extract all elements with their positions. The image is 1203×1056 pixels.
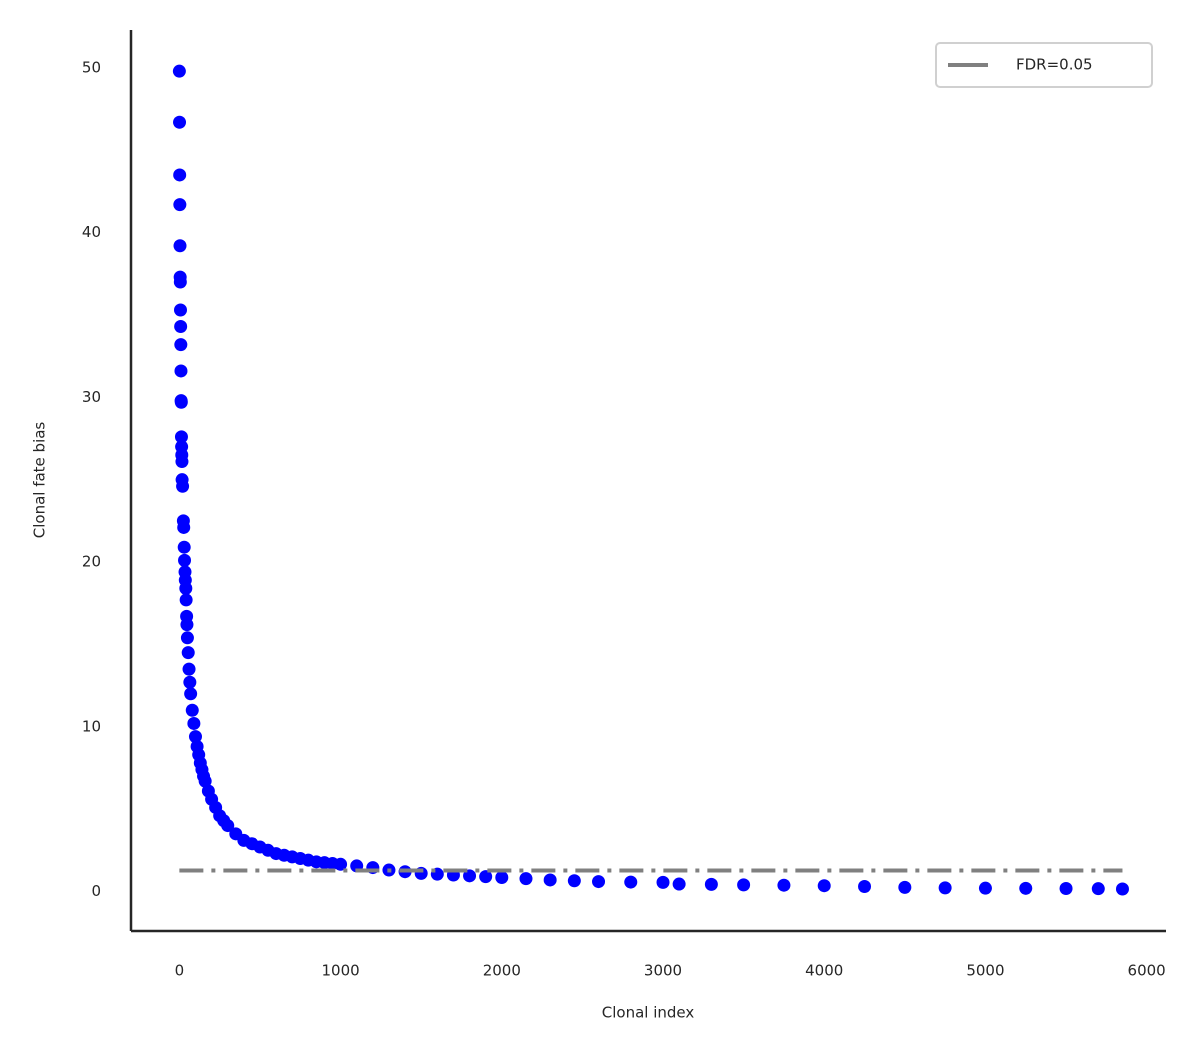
- point: [858, 880, 872, 894]
- point: [777, 878, 791, 892]
- y-tick-label: 10: [82, 717, 101, 735]
- x-axis-label: Clonal index: [602, 1004, 695, 1022]
- y-axis-label: Clonal fate bias: [31, 422, 49, 539]
- legend-label: FDR=0.05: [1016, 56, 1093, 74]
- point: [221, 819, 235, 833]
- point: [1115, 882, 1129, 896]
- point: [176, 479, 190, 493]
- point: [173, 198, 187, 212]
- point: [672, 877, 686, 891]
- x-tick-label: 5000: [966, 962, 1004, 980]
- x-tick-label: 6000: [1128, 962, 1166, 980]
- point: [173, 239, 187, 253]
- point: [185, 703, 199, 717]
- y-tick-label: 30: [82, 388, 101, 406]
- x-tick-label: 0: [175, 962, 185, 980]
- point: [543, 873, 557, 887]
- x-tick-label: 1000: [321, 962, 359, 980]
- x-tick-label: 2000: [483, 962, 521, 980]
- x-tick-label: 3000: [644, 962, 682, 980]
- point: [1091, 882, 1105, 896]
- point: [178, 553, 192, 567]
- legend-box: [935, 42, 1153, 88]
- point: [172, 64, 186, 78]
- y-tick-label: 40: [82, 223, 101, 241]
- point: [173, 303, 187, 317]
- point: [179, 581, 193, 595]
- point: [181, 646, 195, 660]
- point: [180, 618, 194, 632]
- point: [938, 881, 952, 895]
- point: [183, 675, 197, 689]
- point: [704, 877, 718, 891]
- point: [177, 520, 191, 534]
- point: [173, 168, 187, 182]
- point: [519, 872, 533, 886]
- x-tick-label: 4000: [805, 962, 843, 980]
- point: [1019, 881, 1033, 895]
- point: [174, 338, 188, 352]
- point: [174, 319, 188, 333]
- point: [187, 716, 201, 730]
- point: [188, 730, 202, 744]
- y-tick-label: 20: [82, 553, 101, 571]
- point: [179, 593, 193, 607]
- point: [567, 874, 581, 888]
- point: [495, 870, 509, 884]
- point: [180, 631, 194, 645]
- point: [334, 857, 348, 871]
- point: [463, 869, 477, 883]
- point: [656, 875, 670, 889]
- point: [737, 878, 751, 892]
- y-tick-label: 50: [82, 58, 101, 76]
- point: [1059, 882, 1073, 896]
- point: [184, 687, 198, 701]
- point: [174, 430, 188, 444]
- point: [174, 395, 188, 409]
- point: [624, 875, 638, 889]
- point: [173, 115, 187, 129]
- point: [592, 875, 606, 889]
- point: [978, 881, 992, 895]
- point: [175, 455, 189, 469]
- point: [173, 275, 187, 289]
- point: [182, 662, 196, 676]
- point: [177, 540, 191, 554]
- point: [898, 880, 912, 894]
- point: [479, 870, 493, 884]
- point: [817, 879, 831, 893]
- y-tick-label: 0: [91, 882, 101, 900]
- point: [174, 364, 188, 378]
- point: [198, 774, 212, 788]
